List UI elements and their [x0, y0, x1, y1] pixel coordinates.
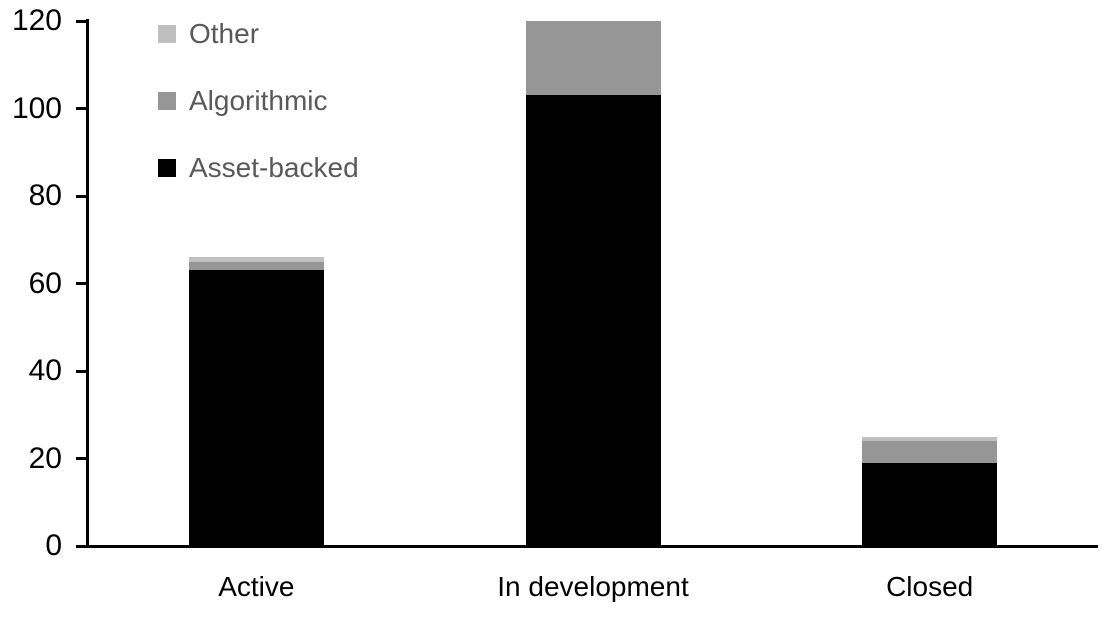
- legend-item-algorithmic: Algorithmic: [158, 67, 359, 134]
- legend-swatch-icon: [158, 91, 176, 110]
- legend-item-other: Other: [158, 0, 359, 67]
- bar-segment-active-other: [188, 257, 324, 262]
- y-axis-tick-mark: [76, 282, 86, 285]
- x-axis-label-in-development: In development: [497, 571, 689, 602]
- y-axis-tick-label: 60: [28, 266, 62, 300]
- bar-segment-closed-other: [862, 436, 998, 441]
- legend-swatch-icon: [158, 24, 176, 43]
- legend-item-asset-backed: Asset-backed: [158, 134, 359, 201]
- bar-segment-closed-asset-backed: [862, 462, 998, 546]
- x-axis-label-closed: Closed: [886, 571, 974, 602]
- y-axis-tick-label: 40: [28, 354, 62, 387]
- y-axis-tick-label: 120: [11, 4, 62, 37]
- y-axis-tick-mark: [76, 194, 86, 198]
- y-axis-tick-label: 100: [11, 91, 62, 125]
- y-axis-tick-mark: [76, 457, 86, 460]
- bar-segment-closed-algorithmic: [862, 441, 998, 463]
- x-axis-line: [86, 545, 1098, 548]
- bar-segment-active-algorithmic: [188, 261, 324, 271]
- x-axis-label-active: Active: [218, 571, 295, 602]
- y-axis-tick-mark: [76, 544, 86, 548]
- bar-segment-in-development-asset-backed: [525, 95, 661, 546]
- legend-label: Algorithmic: [189, 84, 328, 116]
- y-axis-tick-label: 80: [28, 179, 62, 212]
- y-axis-tick-mark: [76, 107, 86, 110]
- legend-label: Other: [189, 17, 260, 49]
- bar-segment-in-development-algorithmic: [525, 21, 661, 96]
- bar-segment-active-asset-backed: [188, 270, 324, 546]
- y-axis-tick-label: 20: [28, 441, 62, 475]
- y-axis-tick-mark: [76, 19, 86, 23]
- legend: Other Algorithmic Asset-backed: [158, 0, 359, 201]
- y-axis-tick-label: 0: [45, 529, 62, 562]
- legend-swatch-icon: [158, 158, 176, 177]
- legend-label: Asset-backed: [189, 151, 359, 183]
- y-axis-line: [86, 19, 89, 548]
- y-axis-tick-mark: [76, 369, 86, 373]
